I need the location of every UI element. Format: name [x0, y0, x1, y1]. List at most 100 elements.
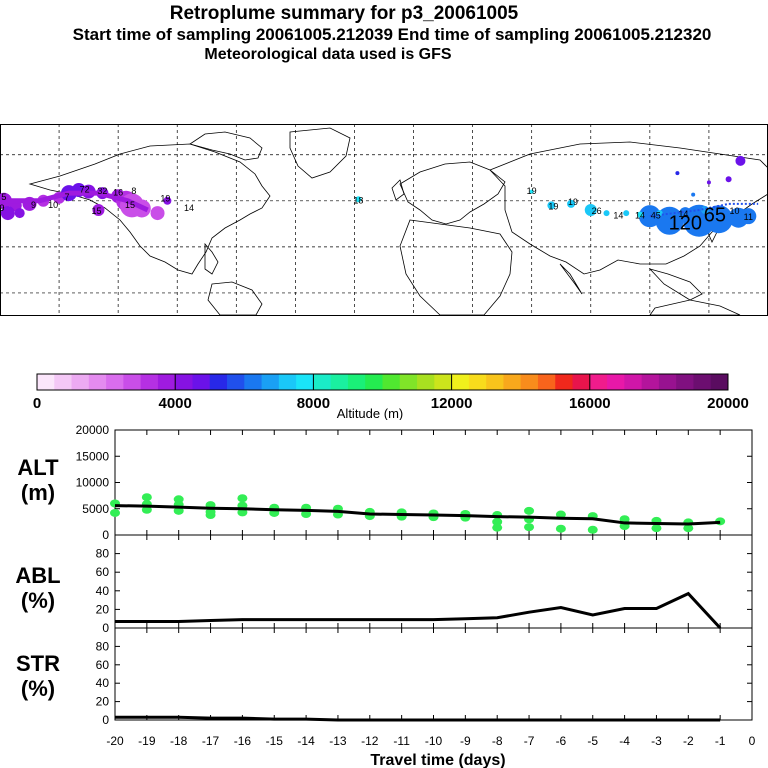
panel-frame [114, 627, 753, 721]
plume-marker [0, 206, 15, 221]
colorbar-tick-label: 8000 [297, 395, 330, 412]
colorbar-cell [572, 374, 591, 390]
colorbar-tick-label: 20000 [707, 395, 749, 412]
colorbar-cell [54, 374, 73, 390]
str-label: STR [16, 651, 60, 676]
plume-label: 15 [125, 200, 135, 210]
colorbar-cell [693, 374, 712, 390]
colorbar-cell [658, 374, 677, 390]
colorbar-cell [157, 374, 176, 390]
plume-marker [529, 189, 534, 194]
colorbar-cell [330, 374, 349, 390]
plume-path [0, 190, 149, 213]
y-tick-label: 60 [96, 658, 110, 672]
plume-marker [14, 208, 25, 219]
colorbar-cell [347, 374, 366, 390]
x-tick-label: -5 [587, 734, 598, 748]
colorbar-cell [503, 374, 522, 390]
plume-marker [679, 207, 692, 220]
x-tick-label: -1 [715, 734, 726, 748]
plume-label: 11 [744, 212, 753, 222]
x-tick-label: -8 [492, 734, 503, 748]
altitude-sample-point [237, 494, 248, 503]
plot-title: Retroplume summary for p3_20061005 [169, 3, 519, 24]
series-line [115, 591, 722, 630]
y-tick-label: 60 [96, 565, 110, 579]
panel-frame [114, 534, 753, 629]
x-tick-label: -9 [460, 734, 471, 748]
y-tick-label: 5000 [82, 502, 109, 516]
plume-marker [675, 171, 680, 176]
y-tick-label: 20000 [76, 423, 110, 437]
colorbar-cell [641, 374, 660, 390]
colorbar-cell [434, 374, 453, 390]
abl-label: ABL [15, 563, 60, 588]
x-tick-label: -2 [683, 734, 694, 748]
colorbar-cell [468, 374, 487, 390]
altitude-sample-point [301, 510, 312, 518]
altitude-sample-point [683, 524, 694, 533]
colorbar-cell [278, 374, 297, 390]
plume-label: 14 [635, 211, 645, 221]
x-tick-label: -11 [393, 734, 410, 748]
series-line [114, 504, 721, 526]
panel-2: 0 20 40 60 80 [96, 534, 753, 635]
abl-unit: (%) [21, 588, 55, 613]
altitude-sample-point [141, 505, 152, 514]
met-data-note: Meteorological data used is GFS [204, 46, 452, 63]
colorbar-cell [486, 374, 504, 390]
panel-3: 0 20 40 60 80 [96, 627, 753, 727]
plume-marker [584, 204, 597, 217]
y-tick-label: 10000 [76, 476, 110, 490]
x-tick-label: -12 [361, 734, 379, 748]
x-tick-label: -16 [234, 734, 252, 748]
colorbar-cell [313, 374, 332, 390]
plume-marker [623, 210, 630, 217]
timeseries-panels: ALT (m) ABL (%) STR (%) 0 5000 10000 15000 2… [15, 423, 755, 768]
plume-label: 19 [160, 194, 170, 204]
x-tick-label: -10 [425, 734, 443, 748]
plume-label: 10 [48, 200, 58, 210]
plume-marker [92, 204, 105, 217]
x-tick-label: -19 [138, 734, 156, 748]
altitude-sample-point [524, 523, 535, 532]
colorbar-cell [624, 374, 643, 390]
panel-labels: ALT (m) ABL (%) STR (%) [15, 455, 60, 701]
plume-marker [704, 205, 733, 234]
x-tick-label: -15 [266, 734, 284, 748]
altitude-colorbar: 0 4000 8000 12000 16000 20000 Altitude (m) [33, 373, 749, 420]
plume-label: 14 [184, 203, 194, 213]
x-tick-label: -18 [170, 734, 188, 748]
altitude-sample-point [587, 525, 598, 534]
plume-marker [725, 176, 732, 183]
colorbar-cell [520, 374, 539, 390]
colorbar-cell [227, 374, 245, 390]
altitude-sample-point [141, 493, 152, 502]
colorbar-label: Altitude (m) [337, 406, 403, 420]
plume-marker [603, 210, 610, 217]
plume-label: 18 [353, 195, 363, 205]
plume-label: 32 [97, 186, 107, 196]
plume-marker [637, 211, 643, 218]
plume-path [649, 202, 759, 218]
x-tick-label: -6 [556, 734, 567, 748]
x-tick-label: -13 [329, 734, 347, 748]
colorbar-cell [88, 374, 107, 390]
colorbar-tick-label: 12000 [431, 395, 473, 412]
colorbar-tick-label: 4000 [159, 395, 192, 412]
y-tick-label: 20 [96, 695, 110, 709]
plume-label: 45 [651, 211, 661, 221]
plume-marker [547, 201, 556, 210]
plume-marker [150, 206, 165, 221]
plume-marker [706, 180, 711, 185]
altitude-sample-point [492, 517, 503, 526]
colorbar-cell [192, 374, 211, 390]
colorbar-cell [555, 374, 574, 390]
plume-marker [735, 155, 746, 166]
x-tick-label: -7 [524, 734, 535, 748]
colorbar-cell [607, 374, 625, 390]
y-tick-label: 40 [96, 584, 110, 598]
x-tick-label: -4 [619, 734, 630, 748]
